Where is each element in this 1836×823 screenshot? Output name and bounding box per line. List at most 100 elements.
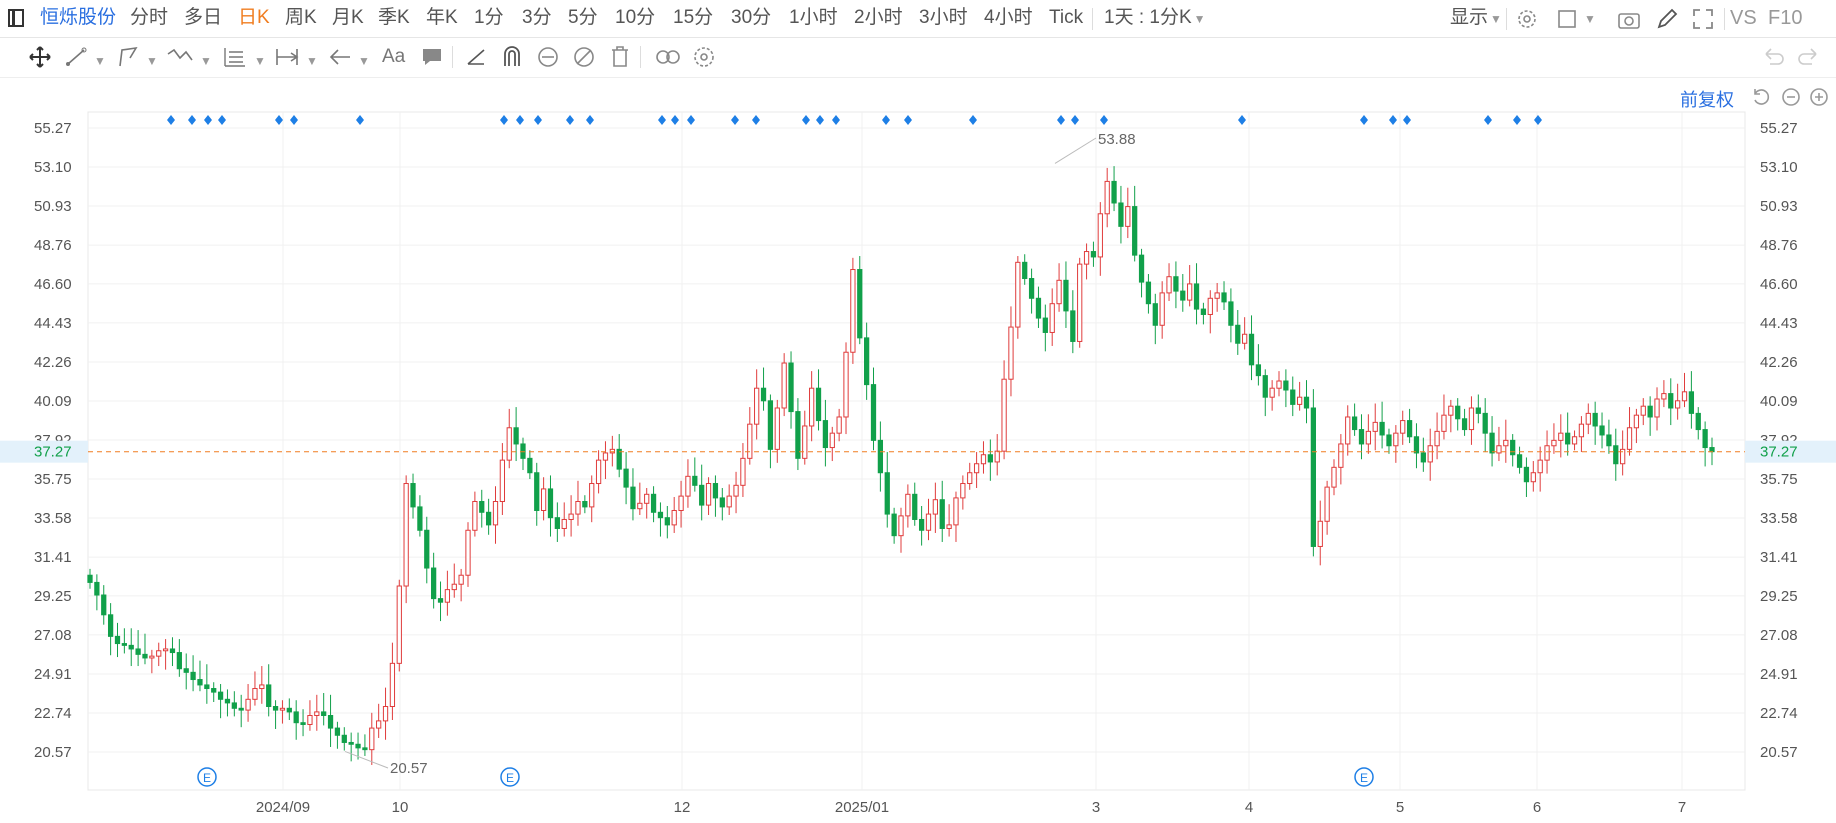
candle-body bbox=[740, 457, 746, 486]
candle-body bbox=[1035, 297, 1042, 319]
redo-icon[interactable] bbox=[1796, 44, 1820, 70]
reset-icon[interactable] bbox=[1750, 86, 1772, 108]
chevron-down-icon[interactable]: ▼ bbox=[358, 54, 370, 68]
candle-body bbox=[747, 423, 753, 459]
camera-icon[interactable] bbox=[1617, 8, 1641, 30]
event-diamond-marker bbox=[1484, 115, 1492, 125]
f10-button[interactable]: F10 bbox=[1768, 7, 1803, 29]
interval-dropdown[interactable]: 1天 : 1分K ▼ bbox=[1104, 7, 1206, 30]
period-tab-5min[interactable]: 5分 bbox=[568, 7, 598, 28]
event-diamond-marker bbox=[658, 115, 666, 125]
period-tab-daily[interactable]: 日K bbox=[238, 7, 270, 28]
y-tick-label-right: 31.41 bbox=[1760, 549, 1798, 566]
chevron-down-icon[interactable]: ▼ bbox=[146, 54, 158, 68]
chevron-down-icon[interactable]: ▼ bbox=[254, 54, 266, 68]
candle-body bbox=[1393, 432, 1399, 447]
fullscreen-icon[interactable] bbox=[1691, 7, 1715, 31]
period-tab-weekly[interactable]: 周K bbox=[285, 7, 317, 28]
period-tab-1min[interactable]: 1分 bbox=[474, 7, 504, 28]
period-tab-tick[interactable]: Tick bbox=[1049, 7, 1084, 28]
period-tab-intraday[interactable]: 分时 bbox=[130, 7, 169, 28]
divider bbox=[1506, 8, 1507, 30]
candle-body bbox=[678, 495, 684, 511]
chevron-down-icon[interactable]: ▼ bbox=[306, 54, 318, 68]
candle-body bbox=[259, 684, 265, 690]
candle-body bbox=[1688, 391, 1695, 414]
candle-body bbox=[1386, 434, 1392, 447]
candle-body bbox=[513, 427, 519, 445]
comment-tool-icon[interactable] bbox=[420, 44, 444, 70]
period-tab-2h[interactable]: 2小时 bbox=[854, 7, 903, 28]
candle-body bbox=[1530, 472, 1536, 483]
y-tick-label-left: 33.58 bbox=[34, 510, 72, 527]
chevron-down-icon[interactable]: ▼ bbox=[200, 54, 212, 68]
period-tab-3min[interactable]: 3分 bbox=[522, 7, 552, 28]
candle-body bbox=[1248, 333, 1255, 366]
period-tab-monthly[interactable]: 月K bbox=[332, 7, 364, 28]
candle-body bbox=[650, 493, 657, 513]
candle-body bbox=[637, 502, 643, 510]
settings-icon[interactable] bbox=[692, 44, 716, 70]
candle-body bbox=[932, 499, 938, 515]
adjust-mode-button[interactable]: 前复权 bbox=[1680, 90, 1734, 110]
candle-body bbox=[121, 643, 127, 646]
layout-box-icon[interactable] bbox=[1556, 8, 1578, 30]
angle-tool-icon[interactable] bbox=[464, 44, 488, 70]
candle-body bbox=[1434, 430, 1440, 447]
fib-tool-icon[interactable] bbox=[222, 44, 248, 70]
period-tab-quarterly[interactable]: 季K bbox=[378, 7, 410, 28]
wave-tool-icon[interactable] bbox=[166, 44, 194, 70]
event-diamond-marker bbox=[969, 115, 977, 125]
candle-body bbox=[1551, 439, 1557, 447]
current-price-band-right bbox=[1745, 440, 1836, 463]
sidebar-toggle-icon[interactable] bbox=[8, 9, 24, 27]
period-tab-multiday[interactable]: 多日 bbox=[184, 7, 223, 28]
candle-body bbox=[1620, 448, 1626, 465]
display-dropdown[interactable]: 显示 ▼ bbox=[1450, 7, 1502, 30]
candle-body bbox=[1475, 407, 1481, 414]
hide-icon[interactable] bbox=[572, 44, 596, 70]
polyline-tool-icon[interactable] bbox=[116, 44, 140, 70]
candle-body bbox=[1351, 416, 1358, 431]
period-tab-yearly[interactable]: 年K bbox=[426, 7, 458, 28]
compare-button[interactable]: VS bbox=[1730, 7, 1757, 29]
candle-body bbox=[245, 698, 251, 711]
candle-body bbox=[1324, 486, 1330, 522]
period-tab-30min[interactable]: 30分 bbox=[731, 7, 772, 28]
text-tool-icon[interactable]: Aa bbox=[382, 46, 406, 67]
candle-body bbox=[431, 567, 437, 600]
magnet-icon[interactable] bbox=[500, 44, 524, 70]
y-tick-label-right: 55.27 bbox=[1760, 120, 1798, 137]
chevron-down-icon[interactable]: ▼ bbox=[94, 54, 106, 68]
undo-icon[interactable] bbox=[1762, 44, 1786, 70]
line-tool-icon[interactable] bbox=[64, 44, 88, 70]
settings-gear-icon[interactable] bbox=[1516, 8, 1538, 30]
candle-body bbox=[699, 484, 705, 506]
event-diamond-marker bbox=[687, 115, 695, 125]
candle-body bbox=[389, 662, 396, 708]
zoom-out-icon[interactable] bbox=[1780, 86, 1802, 108]
move-icon[interactable] bbox=[28, 44, 52, 70]
candle-body bbox=[94, 581, 100, 596]
candle-body bbox=[1173, 276, 1179, 292]
period-tab-3h[interactable]: 3小时 bbox=[919, 7, 968, 28]
event-e-marker bbox=[500, 767, 520, 787]
candle-body bbox=[410, 483, 416, 508]
chevron-down-icon[interactable]: ▼ bbox=[1584, 12, 1596, 26]
period-tab-1h[interactable]: 1小时 bbox=[789, 7, 838, 28]
pencil-icon[interactable] bbox=[1655, 7, 1679, 31]
candle-body bbox=[733, 484, 739, 497]
lock-icon[interactable] bbox=[536, 44, 560, 70]
stock-name[interactable]: 恒烁股份 bbox=[40, 7, 117, 28]
arrow-tool-icon[interactable] bbox=[328, 44, 352, 70]
event-diamond-marker bbox=[882, 115, 890, 125]
y-tick-label-right: 46.60 bbox=[1760, 276, 1798, 293]
period-tab-4h[interactable]: 4小时 bbox=[984, 7, 1033, 28]
period-tab-10min[interactable]: 10分 bbox=[615, 7, 656, 28]
link-icon[interactable] bbox=[654, 44, 682, 70]
zoom-in-icon[interactable] bbox=[1808, 86, 1830, 108]
measure-tool-icon[interactable] bbox=[274, 44, 300, 70]
period-tab-15min[interactable]: 15分 bbox=[673, 7, 714, 28]
delete-icon[interactable] bbox=[608, 44, 632, 70]
